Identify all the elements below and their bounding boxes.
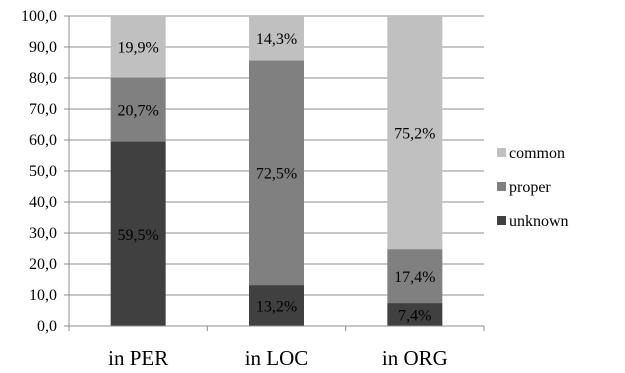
legend: common proper unknown xyxy=(497,145,569,230)
x-tick-label: in LOC xyxy=(245,346,309,370)
bars xyxy=(110,16,443,326)
x-axis: in PER in LOC in ORG xyxy=(68,325,485,370)
bar-segment-common xyxy=(110,16,166,78)
bar-segment-common xyxy=(249,16,304,61)
bar-segment-unknown xyxy=(249,285,304,326)
data-label: 19,9% xyxy=(118,40,159,57)
legend-label-unknown: unknown xyxy=(509,213,569,230)
y-tick-label: 30,0 xyxy=(29,225,57,242)
y-tick-label: 40,0 xyxy=(29,194,57,211)
data-label: 20,7% xyxy=(118,102,159,119)
bar-segment-unknown xyxy=(387,303,443,326)
bar-segment-proper xyxy=(387,249,443,304)
data-label: 7,4% xyxy=(398,308,431,325)
x-tick-label: in ORG xyxy=(382,346,448,370)
legend-label-proper: proper xyxy=(509,179,551,196)
bar-segment-proper xyxy=(110,77,166,142)
y-tick-label: 60,0 xyxy=(29,132,57,149)
y-tick-label: 0,0 xyxy=(37,318,57,335)
legend-label-common: common xyxy=(509,145,565,162)
y-tick-label: 20,0 xyxy=(29,256,57,273)
data-labels: 59,5% 20,7% 19,9% 13,2% 72,5% 14,3% 7,4% 17,4% 7… xyxy=(118,31,436,324)
y-tick-label: 90,0 xyxy=(29,39,57,56)
bar-segment-common xyxy=(387,16,443,250)
y-tick-label: 50,0 xyxy=(29,163,57,180)
legend-swatch-proper xyxy=(497,182,506,191)
data-label: 17,4% xyxy=(394,269,435,286)
bar-segment-unknown xyxy=(110,141,166,326)
y-tick-label: 70,0 xyxy=(29,101,57,118)
y-tick-label: 80,0 xyxy=(29,70,57,87)
y-tick-label: 10,0 xyxy=(29,287,57,304)
bar-segment-proper xyxy=(249,60,304,286)
y-axis: 0,0 10,0 20,0 30,0 40,0 50,0 60,0 70,0 80,0 90,0 1… xyxy=(21,8,70,335)
data-label: 13,2% xyxy=(256,299,297,316)
legend-swatch-unknown xyxy=(497,216,506,225)
data-label: 75,2% xyxy=(394,126,435,143)
data-label: 14,3% xyxy=(256,31,297,48)
data-label: 59,5% xyxy=(118,227,159,244)
data-label: 72,5% xyxy=(256,166,297,183)
x-tick-label: in PER xyxy=(108,346,168,370)
legend-swatch-common xyxy=(497,148,506,157)
y-tick-label: 100,0 xyxy=(21,8,57,25)
